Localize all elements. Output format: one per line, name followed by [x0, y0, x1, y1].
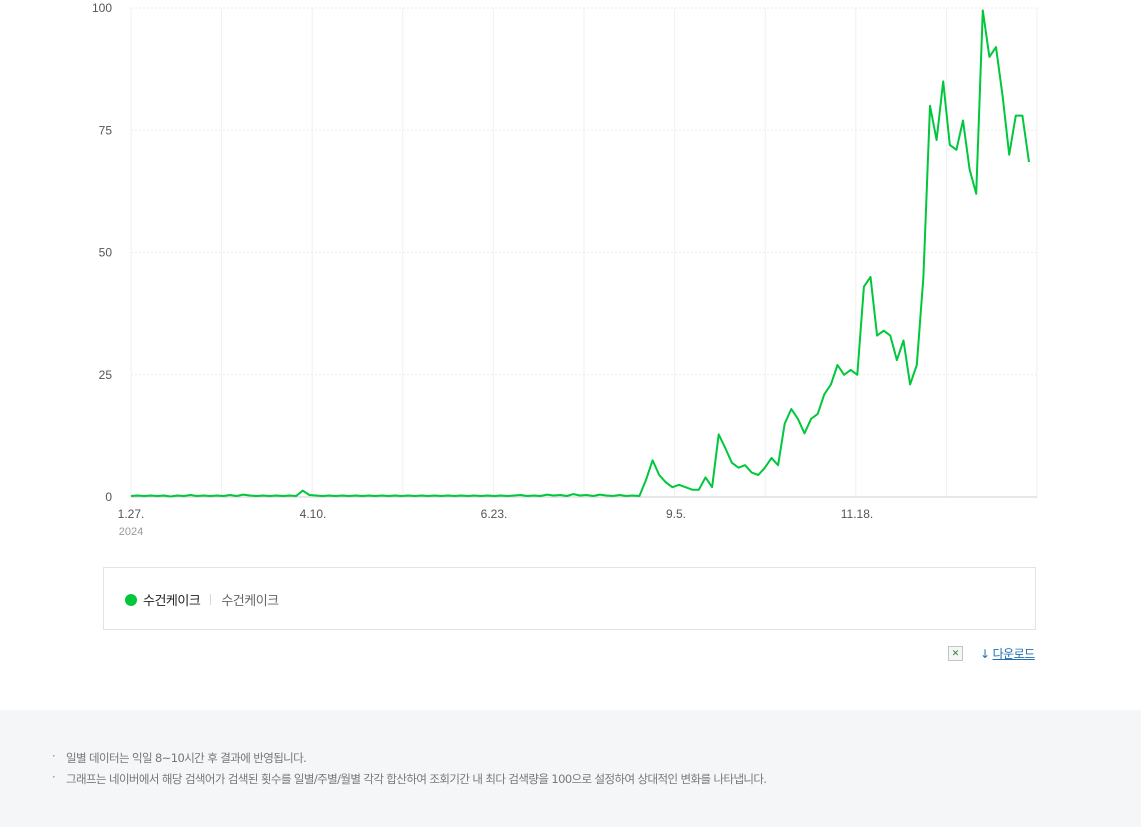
x-tick-label: 4.10. [300, 507, 327, 521]
note-item: 그래프는 네이버에서 해당 검색어가 검색된 횟수를 일별/주별/월별 각각 합… [52, 767, 767, 790]
x-tick-label: 1.27. [118, 507, 145, 521]
legend-series-terms: 수건케이크 [221, 594, 279, 609]
legend-series-name: 수건케이크 [143, 594, 201, 609]
x-tick-label: 9.5. [666, 507, 686, 521]
download-button[interactable]: ↓ 다운로드 [980, 645, 1035, 662]
download-label: 다운로드 [992, 647, 1036, 661]
legend-divider [210, 594, 212, 605]
legend-box: 수건케이크 수건케이크 [103, 567, 1036, 630]
y-tick-label: 75 [99, 123, 113, 137]
y-tick-label: 25 [99, 368, 113, 382]
excel-icon[interactable]: ✕ [948, 646, 963, 661]
x-tick-label: 6.23. [481, 507, 508, 521]
y-tick-label: 100 [92, 1, 112, 15]
x-tick-label: 11.18. [841, 507, 873, 521]
series-line [130, 9, 1030, 498]
chart-svg: 0 25 50 75 100 1.27. 4.10. 6.23. 9.5. 11.18. 2024 [92, 1, 1038, 538]
notes-section: 일별 데이터는 익일 8~10시간 후 결과에 반영됩니다. 그래프는 네이버에… [0, 710, 1141, 827]
y-tick-label: 0 [105, 490, 112, 504]
legend-item[interactable]: 수건케이크 수건케이크 [125, 590, 279, 609]
x-year-label: 2024 [119, 526, 143, 538]
notes-list: 일별 데이터는 익일 8~10시간 후 결과에 반영됩니다. 그래프는 네이버에… [52, 746, 767, 790]
download-arrow-icon: ↓ [980, 646, 990, 661]
note-item: 일별 데이터는 익일 8~10시간 후 결과에 반영됩니다. [52, 746, 766, 769]
legend-marker [125, 593, 137, 606]
trend-chart: 0 25 50 75 100 1.27. 4.10. 6.23. 9.5. 11.18. 2024 [92, 1, 1038, 538]
y-tick-label: 50 [99, 246, 113, 260]
